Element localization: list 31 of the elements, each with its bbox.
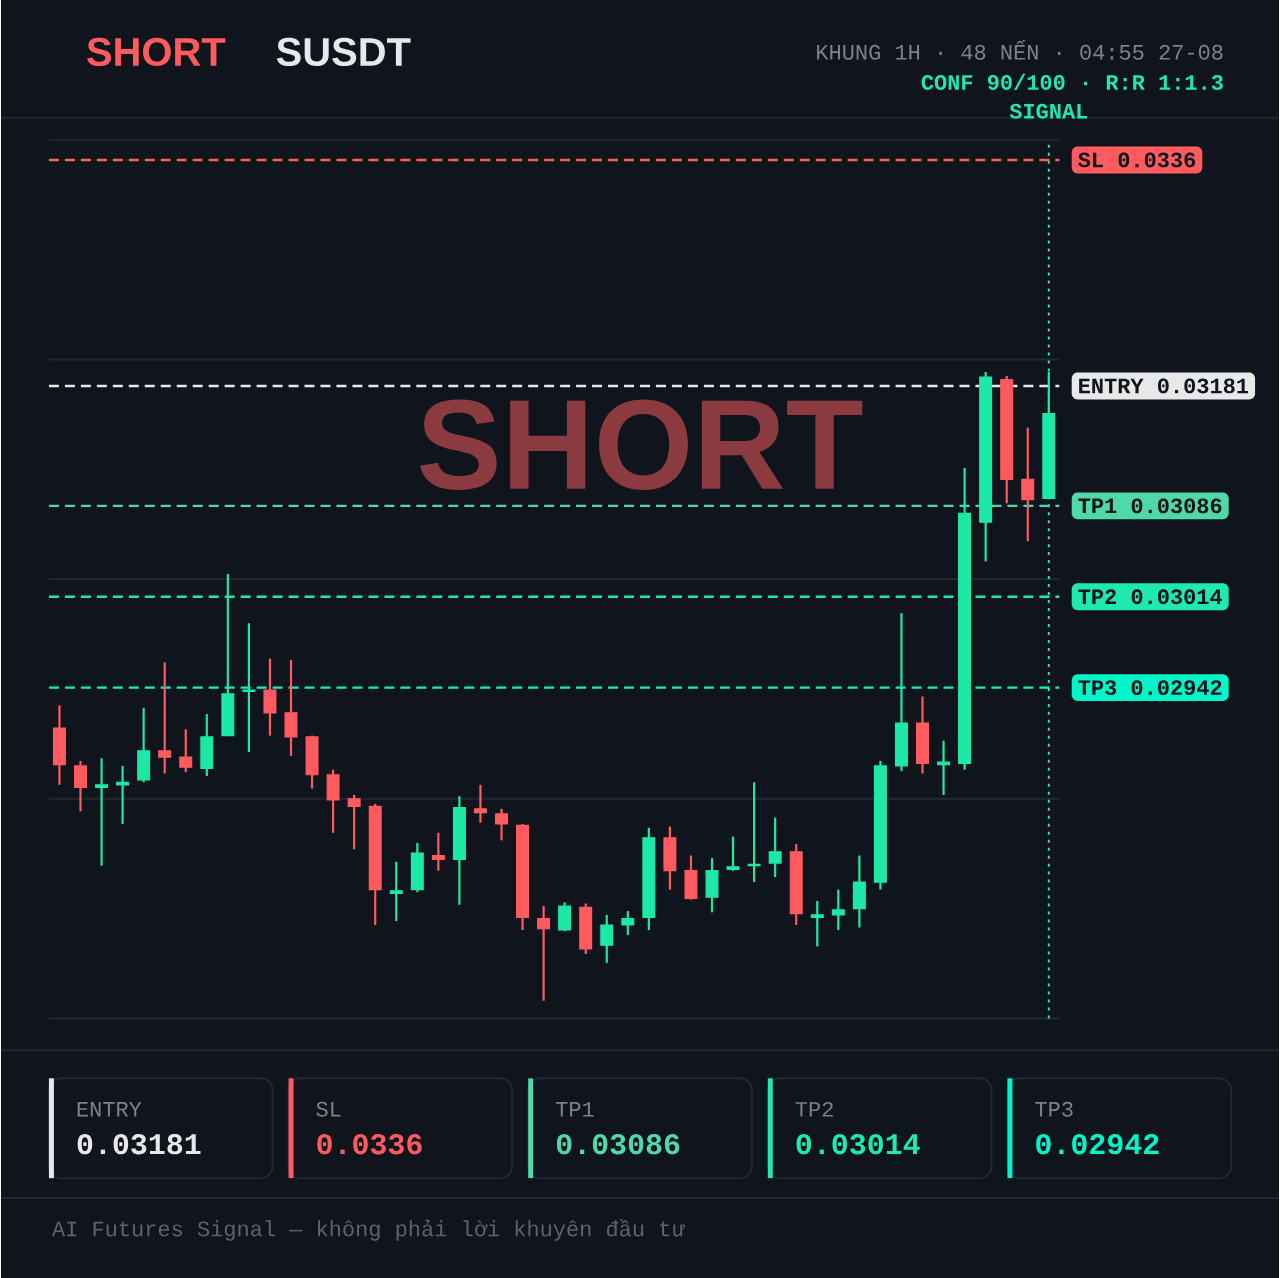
text: CONF 90/100 · R:R 1:1.3 [921,73,1223,90]
text: 0.03086 [556,1134,680,1155]
text: SIGNAL [1009,103,1088,119]
text: 0.0336 [317,1134,422,1155]
chart-subtitle: SUSDT [276,37,411,67]
text: KHUNG 1H · 48 NẾN · 04:55 27-08 [817,40,1223,60]
ref-line-label: TP2 0.03014 [1078,589,1223,605]
text: 0.03181 [77,1134,201,1155]
candlestick [831,888,845,932]
ref-line-label: TP1 0.03086 [1078,498,1222,514]
ref-line-label: ENTRY 0.03181 [1079,378,1249,394]
text: 0.02942 [1036,1134,1159,1155]
candlestick [179,728,193,774]
candlestick [726,835,740,872]
chart-title: SHORT [87,37,226,67]
candlestick [158,661,172,775]
ref-line-label: TP3 0.02942 [1078,680,1222,696]
ref-line-label: SL 0.0336 [1078,152,1196,168]
text: AI Futures Signal — không phải lời khuyên đầu tư [51,1219,685,1241]
annotation: SHORT [420,399,863,490]
text: 0.03014 [796,1134,920,1155]
candlestick [810,899,824,948]
candlestick [621,909,635,937]
candlestick [284,658,298,757]
text: TP2 [795,1101,833,1117]
candlestick [389,860,403,923]
text: ENTRY [77,1102,142,1117]
candlestick [705,856,719,914]
text: TP3 [1035,1101,1073,1117]
text: SL [316,1101,341,1117]
text: TP1 [556,1102,594,1117]
